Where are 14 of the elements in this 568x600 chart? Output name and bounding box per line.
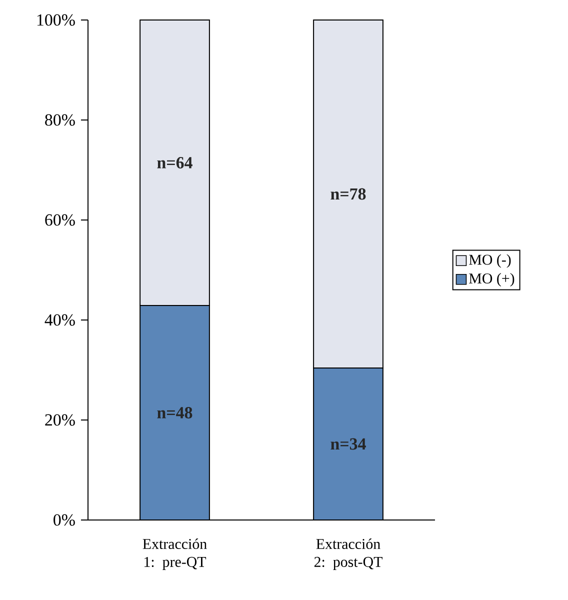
y-tick-label: 80%	[45, 114, 75, 126]
annotation: n=64	[157, 157, 192, 168]
legend-label: MO (+)	[469, 272, 514, 287]
y-tick-label: 100%	[37, 14, 75, 26]
x-tick-label: Extracción 1: pre-QT	[142, 538, 207, 570]
annotation: n=48	[157, 407, 192, 418]
annotation: n=34	[330, 438, 366, 450]
y-tick-label: 0%	[54, 514, 75, 526]
y-tick-label: 20%	[45, 414, 75, 426]
x-tick-label: Extracción 2: post-QT	[314, 538, 382, 570]
legend-label: MO (-)	[469, 254, 511, 268]
y-tick-label: 60%	[45, 214, 75, 226]
annotation: n=78	[330, 188, 366, 200]
y-tick-label: 40%	[44, 314, 75, 326]
